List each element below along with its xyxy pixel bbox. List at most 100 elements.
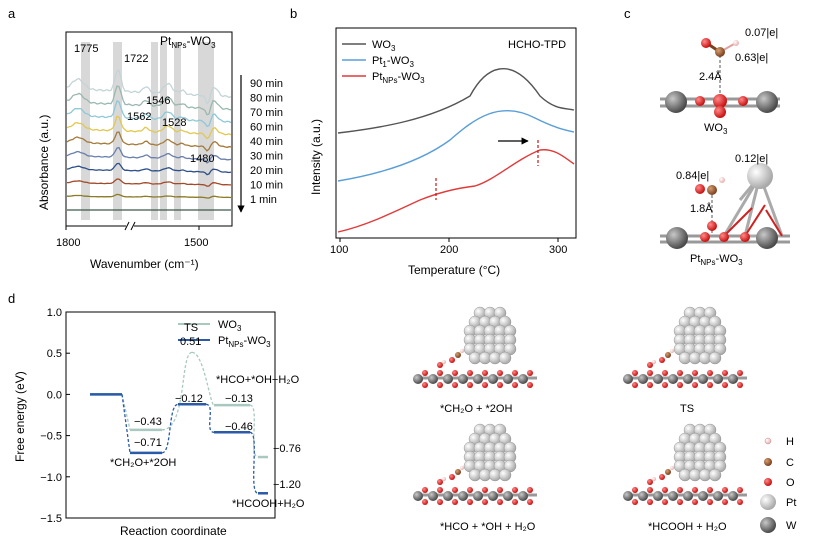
panel-b-legend: WO3 Pt1-WO3 PtNPs-WO3 <box>342 39 425 85</box>
structure-wo3-adsorption <box>660 38 780 118</box>
time-label: 20 min <box>250 165 283 177</box>
c-atom-icon <box>764 458 772 466</box>
panel-d-ytick-label: 0.5 <box>47 348 62 360</box>
panel-b-xlabel: Temperature (°C) <box>408 263 500 277</box>
ftir-line-5 <box>66 131 232 152</box>
structure-caption-ch2o: *CH₂O + *2OH <box>440 403 512 415</box>
time-label: 80 min <box>250 93 283 105</box>
panel-b-xtick-200: 200 <box>440 244 458 256</box>
tpd-series-wo3 <box>337 67 575 134</box>
value-wo3-3: −0.76 <box>273 443 301 455</box>
value-pt-4: −1.20 <box>273 479 301 491</box>
panel-d-ytick-label: −1.5 <box>40 513 62 525</box>
time-label: 1 min <box>250 194 277 206</box>
peak-label-1562: 1562 <box>127 111 151 123</box>
panel-a-xtick-1800: 1800 <box>56 237 80 249</box>
panel-d-ylabel: Free energy (eV) <box>13 371 27 462</box>
panel-d-yticks: 1.0 0.5 0.0 −0.5 −1.0 −1.5 <box>40 307 70 525</box>
legend-wo3: WO3 <box>372 39 396 53</box>
charge-bottom-c: 0.84|e| <box>676 170 709 182</box>
time-label: 30 min <box>250 151 283 163</box>
panel-c-letter: c <box>624 6 631 21</box>
peak-label-1722: 1722 <box>124 53 148 65</box>
panel-b-ylabel: Intensity (a.u.) <box>309 119 323 195</box>
panel-b-xtick-300: 300 <box>549 244 567 256</box>
energy-connector-WO3-3 <box>249 404 259 458</box>
peak-label-1546: 1546 <box>146 95 170 107</box>
value-pt-3: −0.46 <box>225 421 253 433</box>
panel-a-xlabel: Wavenumber (cm⁻¹) <box>90 257 199 271</box>
energy-connector-PtNPs-WO3-2 <box>205 403 215 433</box>
structure-hco <box>413 423 537 505</box>
ftir-line-4 <box>66 146 232 164</box>
structure-label-wo3: WO3 <box>704 122 728 136</box>
energy-connector-WO3-2 <box>191 351 215 406</box>
structure-ch2o <box>413 306 537 388</box>
ftir-line-2 <box>67 178 231 187</box>
ftir-line-1 <box>67 193 232 199</box>
structure-ts <box>623 306 747 388</box>
atom-legend-w: W <box>786 520 797 532</box>
ftir-series <box>66 69 232 211</box>
atom-legend-c: C <box>786 457 794 469</box>
energy-profile <box>90 351 268 495</box>
panel-a-frame <box>65 31 233 227</box>
time-label: 90 min <box>250 78 283 90</box>
charge-bottom-pt: 0.12|e| <box>735 153 768 165</box>
distance-top: 2.4Å <box>699 70 722 83</box>
panel-d-ytick-label: 1.0 <box>47 307 62 319</box>
energy-connector-WO3-1 <box>161 351 193 431</box>
time-labels: 90 min 80 min 70 min 60 min 40 min 30 min 20 m… <box>250 78 283 206</box>
value-wo3-2: −0.13 <box>225 393 253 405</box>
atom-legend-o: O <box>786 477 795 489</box>
time-label: 70 min <box>250 107 283 119</box>
legend-ptnps: PtNPs-WO3 <box>372 71 425 85</box>
panel-b-title: HCHO-TPD <box>508 39 566 51</box>
structure-hcooh <box>623 423 747 505</box>
value-wo3-1: −0.43 <box>134 416 162 428</box>
panel-a-letter: a <box>8 6 16 21</box>
tpd-series-ptnps <box>337 149 575 233</box>
ftir-line-6 <box>66 115 232 140</box>
energy-connector-PtNPs-WO3-3 <box>249 431 259 494</box>
value-pt-1: −0.71 <box>134 437 162 449</box>
tpd-series-pt1 <box>337 109 575 182</box>
panel-d-ytick-label: −1.0 <box>40 472 62 484</box>
ftir-line-7 <box>66 99 232 128</box>
legend-d-pt: PtNPs-WO3 <box>218 335 271 349</box>
ts-value: 0.51 <box>180 336 201 348</box>
structure-renderings <box>413 306 747 505</box>
distance-bottom: 1.8Å <box>690 202 713 215</box>
h-atom-icon <box>764 437 772 445</box>
state-hco: *HCO+*OH+H₂O <box>216 374 300 386</box>
legend-d-wo3: WO3 <box>218 319 242 333</box>
pt-atom-icon <box>760 494 776 510</box>
structure-caption-hco: *HCO + *OH + H₂O <box>440 521 536 533</box>
time-label: 10 min <box>250 180 283 192</box>
charge-top-h: 0.07|e| <box>745 27 778 39</box>
ftir-line-3 <box>66 162 232 176</box>
state-ch2o: *CH₂O+*2OH <box>110 457 176 469</box>
energy-connector-PtNPs-WO3-1 <box>161 403 179 454</box>
o-atom-icon <box>764 478 772 486</box>
panel-b-xticks <box>339 238 559 242</box>
structure-label-ptnps: PtNPs-WO3 <box>690 253 743 267</box>
charge-top-c: 0.63|e| <box>735 52 768 64</box>
panel-b-letter: b <box>290 6 297 21</box>
panel-a-title: PtNPs-WO3 <box>160 34 216 50</box>
panel-a-ylabel: Absorbance (a.u.) <box>37 115 51 210</box>
ftir-line-9 <box>66 69 232 105</box>
structure-caption-hcooh: *HCOOH + H₂O <box>648 521 727 533</box>
atom-legend-h: H <box>786 436 794 448</box>
atom-legend: H C O Pt W <box>760 436 797 533</box>
w-atom-icon <box>760 517 776 533</box>
structure-ptnps-adsorption <box>660 163 790 249</box>
axis-break <box>124 221 136 231</box>
panel-d-xlabel: Reaction coordinate <box>120 524 227 538</box>
panel-b-frame <box>335 27 577 239</box>
panel-d-ytick-label: 0.0 <box>47 389 62 401</box>
peak-label-1480: 1480 <box>190 153 214 165</box>
time-label: 60 min <box>250 122 283 134</box>
panel-b-xtick-100: 100 <box>330 244 348 256</box>
